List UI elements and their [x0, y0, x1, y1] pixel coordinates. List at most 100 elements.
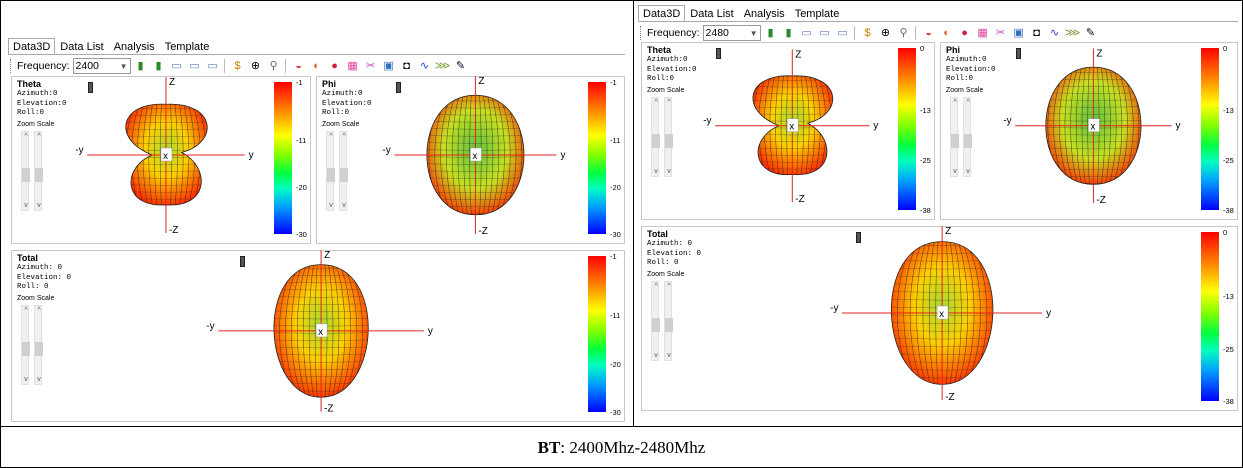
- zoom-slider-left[interactable]: ^ v: [21, 131, 30, 211]
- tab-data3d[interactable]: Data3D: [8, 38, 56, 55]
- toolbar-grip[interactable]: [10, 59, 13, 73]
- chevron-down-icon[interactable]: v: [966, 168, 970, 175]
- chevron-up-icon[interactable]: ^: [667, 283, 671, 290]
- device-view-3-icon[interactable]: ▭: [207, 59, 218, 72]
- zoom-slider-right[interactable]: ^ v: [339, 131, 348, 211]
- radiation-pattern-plot[interactable]: Z -Z y -y x: [75, 77, 253, 243]
- chevron-up-icon[interactable]: ^: [37, 133, 41, 140]
- notes-icon[interactable]: ✎: [455, 59, 466, 72]
- graph-lines-icon[interactable]: ⋙: [434, 59, 451, 72]
- radiation-pattern-plot[interactable]: Z -Z y -y x: [831, 226, 1051, 410]
- zoom-slider-right[interactable]: ^ v: [664, 281, 673, 361]
- chevron-down-icon[interactable]: v: [37, 376, 41, 383]
- zoom-out-icon[interactable]: ⚲: [899, 26, 908, 39]
- chevron-up-icon[interactable]: ^: [953, 99, 957, 106]
- device-view-3-icon[interactable]: ▭: [837, 26, 848, 39]
- chevron-up-icon[interactable]: ^: [24, 133, 28, 140]
- device-view-2-icon[interactable]: ▭: [819, 26, 830, 39]
- zoom-slider-left[interactable]: ^ v: [950, 97, 959, 177]
- zoom-slider-right[interactable]: ^ v: [664, 97, 673, 177]
- zoom-slider-right[interactable]: ^ v: [34, 131, 43, 211]
- chevron-down-icon[interactable]: v: [667, 352, 671, 359]
- chevron-down-icon[interactable]: v: [24, 202, 28, 209]
- frame-icon[interactable]: ◘: [403, 59, 410, 72]
- zoom-slider-left[interactable]: ^ v: [651, 281, 660, 361]
- slider-thumb[interactable]: [340, 168, 348, 182]
- zoom-slider-right[interactable]: ^ v: [963, 97, 972, 177]
- frequency-select[interactable]: 2400 ▼: [72, 58, 131, 74]
- tab-analysis[interactable]: Analysis: [113, 41, 155, 53]
- graph-lines-icon[interactable]: ⋙: [1064, 26, 1081, 39]
- battery-small-icon[interactable]: ▮: [155, 59, 162, 72]
- slider-thumb[interactable]: [652, 134, 660, 148]
- slider-thumb[interactable]: [35, 342, 43, 356]
- tab-data-list[interactable]: Data List: [60, 41, 104, 53]
- slider-thumb[interactable]: [327, 168, 335, 182]
- device-view-icon[interactable]: ▭: [171, 59, 182, 72]
- refresh-icon[interactable]: $: [864, 26, 871, 39]
- image-export-icon[interactable]: ▣: [383, 59, 394, 72]
- pattern-sphere-icon[interactable]: ●: [331, 59, 338, 72]
- zoom-slider-left[interactable]: ^ v: [21, 305, 30, 385]
- slider-thumb[interactable]: [652, 318, 660, 332]
- chevron-down-icon[interactable]: v: [24, 376, 28, 383]
- pattern-sphere-icon[interactable]: ●: [961, 26, 968, 39]
- zoom-in-icon[interactable]: ⊕: [250, 59, 261, 72]
- chevron-down-icon[interactable]: v: [329, 202, 333, 209]
- radiation-pattern-plot[interactable]: Z -Z y -y x: [1003, 43, 1180, 219]
- chevron-up-icon[interactable]: ^: [654, 99, 658, 106]
- wave-icon[interactable]: ∿: [1049, 26, 1060, 39]
- tab-data-list[interactable]: Data List: [690, 8, 734, 20]
- grid-color-icon[interactable]: ▦: [977, 26, 988, 39]
- slider-thumb[interactable]: [22, 342, 30, 356]
- grid-color-icon[interactable]: ▦: [347, 59, 358, 72]
- zoom-slider-left[interactable]: ^ v: [651, 97, 660, 177]
- pattern-half-icon[interactable]: ◒: [925, 26, 932, 39]
- slider-thumb[interactable]: [964, 134, 972, 148]
- radiation-pattern-plot[interactable]: Z -Z y -y x: [382, 76, 565, 243]
- tab-data3d[interactable]: Data3D: [638, 5, 686, 22]
- scissor-icon[interactable]: ✂: [995, 26, 1006, 39]
- zoom-slider-left[interactable]: ^ v: [326, 131, 335, 211]
- frequency-select[interactable]: 2480 ▼: [702, 25, 761, 41]
- notes-icon[interactable]: ✎: [1085, 26, 1096, 39]
- chevron-up-icon[interactable]: ^: [24, 307, 28, 314]
- chevron-down-icon[interactable]: v: [667, 168, 671, 175]
- chevron-up-icon[interactable]: ^: [37, 307, 41, 314]
- image-export-icon[interactable]: ▣: [1013, 26, 1024, 39]
- chevron-up-icon[interactable]: ^: [342, 133, 346, 140]
- chevron-down-icon[interactable]: v: [342, 202, 346, 209]
- tab-analysis[interactable]: Analysis: [743, 8, 785, 20]
- slider-thumb[interactable]: [35, 168, 43, 182]
- chevron-up-icon[interactable]: ^: [654, 283, 658, 290]
- chevron-down-icon[interactable]: v: [654, 168, 658, 175]
- pattern-half-icon[interactable]: ◒: [295, 59, 302, 72]
- battery-icon[interactable]: ▮: [767, 26, 774, 39]
- zoom-in-icon[interactable]: ⊕: [880, 26, 891, 39]
- radiation-pattern-plot[interactable]: Z -Z y -y x: [703, 43, 878, 219]
- chevron-up-icon[interactable]: ^: [966, 99, 970, 106]
- chevron-down-icon[interactable]: v: [37, 202, 41, 209]
- scissor-icon[interactable]: ✂: [365, 59, 376, 72]
- wave-icon[interactable]: ∿: [419, 59, 430, 72]
- frame-icon[interactable]: ◘: [1033, 26, 1040, 39]
- chevron-down-icon[interactable]: v: [953, 168, 957, 175]
- slider-thumb[interactable]: [951, 134, 959, 148]
- chevron-up-icon[interactable]: ^: [667, 99, 671, 106]
- tab-template[interactable]: Template: [794, 8, 840, 20]
- radiation-pattern-plot[interactable]: Z -Z y -y x: [206, 250, 433, 421]
- device-view-icon[interactable]: ▭: [801, 26, 812, 39]
- pattern-split-icon[interactable]: ◐: [943, 26, 950, 39]
- pattern-split-icon[interactable]: ◐: [313, 59, 320, 72]
- slider-thumb[interactable]: [665, 134, 673, 148]
- battery-small-icon[interactable]: ▮: [785, 26, 792, 39]
- tab-template[interactable]: Template: [164, 41, 210, 53]
- battery-icon[interactable]: ▮: [137, 59, 144, 72]
- chevron-up-icon[interactable]: ^: [329, 133, 333, 140]
- zoom-slider-right[interactable]: ^ v: [34, 305, 43, 385]
- slider-thumb[interactable]: [665, 318, 673, 332]
- slider-thumb[interactable]: [22, 168, 30, 182]
- chevron-down-icon[interactable]: v: [654, 352, 658, 359]
- device-view-2-icon[interactable]: ▭: [189, 59, 200, 72]
- toolbar-grip[interactable]: [640, 26, 643, 40]
